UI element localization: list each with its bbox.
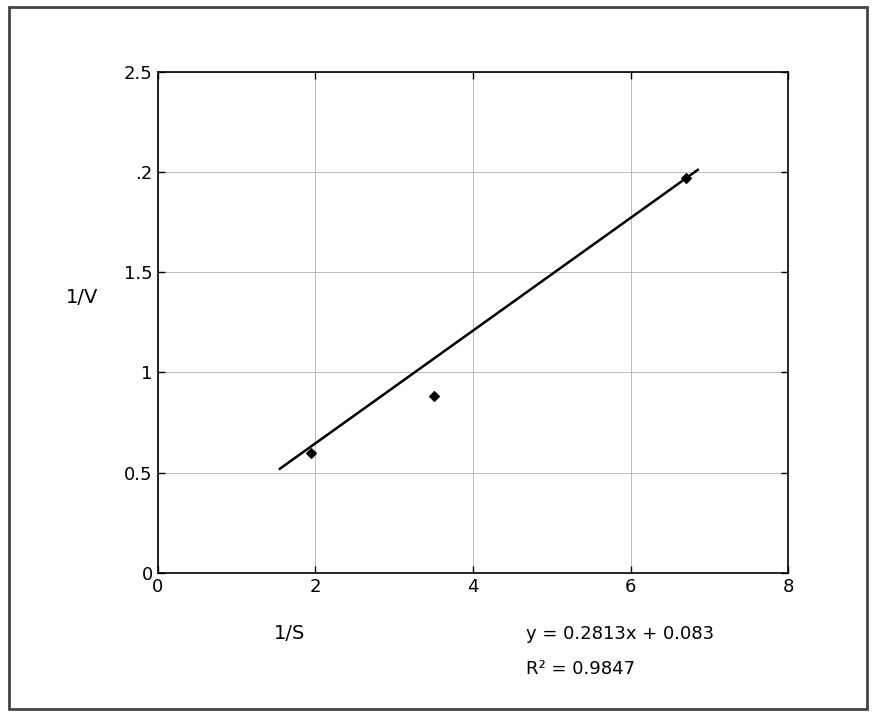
Text: 1/S: 1/S: [273, 624, 305, 643]
Text: y = 0.2813x + 0.083: y = 0.2813x + 0.083: [526, 624, 714, 643]
Text: R² = 0.9847: R² = 0.9847: [526, 660, 635, 679]
Text: 1/V: 1/V: [66, 288, 98, 306]
